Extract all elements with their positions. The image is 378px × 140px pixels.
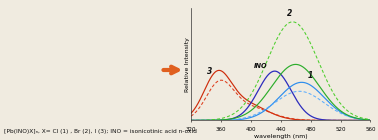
Text: 3: 3 (207, 67, 212, 76)
Text: INO: INO (254, 63, 267, 69)
Text: [Pb(INO)X]ₙ, X= Cl (1) , Br (2), I (3); INO = isonicotinic acid n-oxid: [Pb(INO)X]ₙ, X= Cl (1) , Br (2), I (3); … (4, 129, 197, 134)
Y-axis label: Relative Intensity: Relative Intensity (184, 37, 189, 92)
X-axis label: wavelength (nm): wavelength (nm) (254, 134, 307, 139)
Text: 2: 2 (287, 10, 292, 18)
Text: 1: 1 (308, 71, 313, 80)
